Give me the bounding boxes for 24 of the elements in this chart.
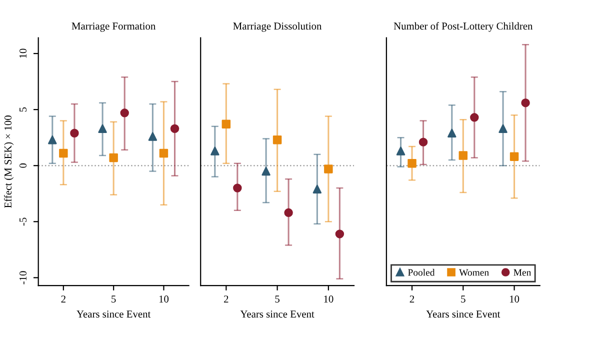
x-tick-label: 10 — [324, 296, 334, 303]
chart-title: Number of Post-Lottery Children — [394, 22, 533, 32]
x-axis-title: Years since Event — [426, 310, 500, 318]
y-tick-label: 5 — [20, 107, 27, 112]
x-tick-label: 5 — [112, 296, 116, 303]
x-axis-title: Years since Event — [240, 310, 314, 318]
legend-label: Women — [459, 269, 489, 276]
y-tick-label: -10 — [19, 271, 27, 284]
x-tick-label: 2 — [61, 296, 66, 302]
legend-label: Pooled — [408, 268, 435, 276]
legend-label: Men — [514, 269, 532, 276]
y-tick-label: 0 — [19, 163, 27, 168]
x-axis-title: Years since Event — [76, 310, 151, 318]
x-tick-label: 10 — [159, 296, 169, 303]
y-axis-title: Effect (M SEK) × 100 — [4, 116, 14, 208]
x-tick-label: 5 — [275, 296, 280, 303]
y-tick-label: 10 — [19, 48, 27, 58]
x-tick-label: 10 — [510, 296, 520, 303]
chart-title: Marriage Dissolution — [233, 22, 322, 32]
chart-title: Marriage Formation — [72, 22, 156, 32]
x-tick-label: 5 — [461, 296, 466, 303]
y-tick-label: -5 — [20, 218, 27, 226]
x-tick-label: 2 — [410, 296, 414, 302]
x-tick-label: 2 — [224, 296, 228, 302]
